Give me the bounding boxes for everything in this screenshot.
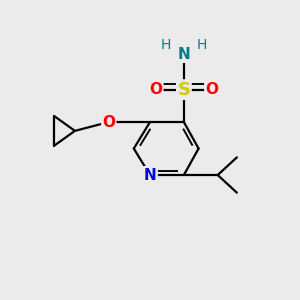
Text: H: H [161,38,171,52]
Text: O: O [149,82,162,97]
Text: N: N [144,167,156,182]
Text: H: H [196,38,207,52]
Text: N: N [178,47,190,62]
Text: S: S [177,81,190,99]
Text: O: O [102,115,115,130]
Text: O: O [205,82,218,97]
